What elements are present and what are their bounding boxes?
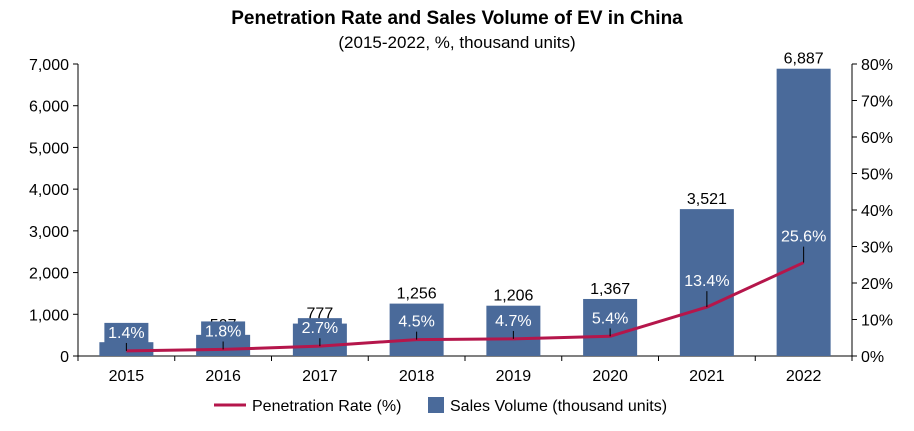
line-value-label: 5.4%	[592, 310, 628, 327]
line-label-box	[201, 321, 246, 342]
left-axis-tick-label: 5,000	[29, 140, 69, 157]
x-axis-tick-label: 2021	[689, 368, 725, 385]
bar-value-label: 3,521	[687, 191, 727, 208]
right-axis-tick-label: 50%	[861, 167, 893, 184]
line-value-label: 1.8%	[205, 323, 241, 340]
right-axis-tick-label: 80%	[861, 57, 893, 74]
line-label-box	[394, 311, 439, 332]
x-axis-tick-label: 2020	[592, 368, 628, 385]
right-axis-tick-label: 0%	[861, 349, 884, 366]
line-value-label: 1.4%	[108, 325, 144, 342]
left-axis-tick-label: 0	[60, 349, 69, 366]
x-axis-tick-label: 2019	[496, 368, 532, 385]
line-value-label: 4.7%	[495, 313, 531, 330]
left-axis-tick-label: 1,000	[29, 307, 69, 324]
x-axis-tick-label: 2022	[786, 368, 822, 385]
legend-line-label: Penetration Rate (%)	[252, 398, 401, 415]
right-axis-tick-label: 30%	[861, 240, 893, 257]
x-axis-tick-label: 2017	[302, 368, 338, 385]
line-value-label: 4.5%	[398, 314, 434, 331]
left-axis-tick-label: 3,000	[29, 224, 69, 241]
line-label-box	[777, 226, 831, 247]
left-axis-tick-label: 2,000	[29, 266, 69, 283]
right-axis-tick-label: 20%	[861, 276, 893, 293]
line-label-box	[491, 310, 536, 331]
line-value-label: 2.7%	[302, 320, 338, 337]
legend-bar-label: Sales Volume (thousand units)	[450, 398, 667, 415]
line-value-label: 25.6%	[781, 229, 826, 246]
line-value-label: 13.4%	[684, 273, 729, 290]
x-axis-tick-label: 2016	[205, 368, 241, 385]
penetration-rate-line	[126, 261, 805, 353]
line-label-box	[104, 322, 149, 343]
right-axis-tick-label: 40%	[861, 203, 893, 220]
right-axis-tick-label: 60%	[861, 130, 893, 147]
bar-value-label: 6,887	[784, 51, 824, 68]
legend-bar-swatch	[428, 397, 444, 413]
chart-title: Penetration Rate and Sales Volume of EV …	[231, 8, 683, 29]
chart-subtitle: (2015-2022, %, thousand units)	[338, 33, 576, 52]
bar-value-label: 1,367	[590, 281, 630, 298]
left-axis-tick-label: 4,000	[29, 182, 69, 199]
left-axis-tick-label: 6,000	[29, 99, 69, 116]
bar	[776, 68, 831, 356]
line-label-box	[588, 308, 633, 329]
x-axis-tick-label: 2018	[399, 368, 435, 385]
x-axis-tick-label: 2015	[109, 368, 145, 385]
bar-value-label: 1,206	[493, 288, 533, 305]
bar-value-label: 1,256	[397, 286, 437, 303]
right-axis-tick-label: 10%	[861, 313, 893, 330]
left-axis-tick-label: 7,000	[29, 57, 69, 74]
right-axis-tick-label: 70%	[861, 94, 893, 111]
line-label-box	[297, 318, 342, 339]
line-label-box	[680, 271, 734, 292]
